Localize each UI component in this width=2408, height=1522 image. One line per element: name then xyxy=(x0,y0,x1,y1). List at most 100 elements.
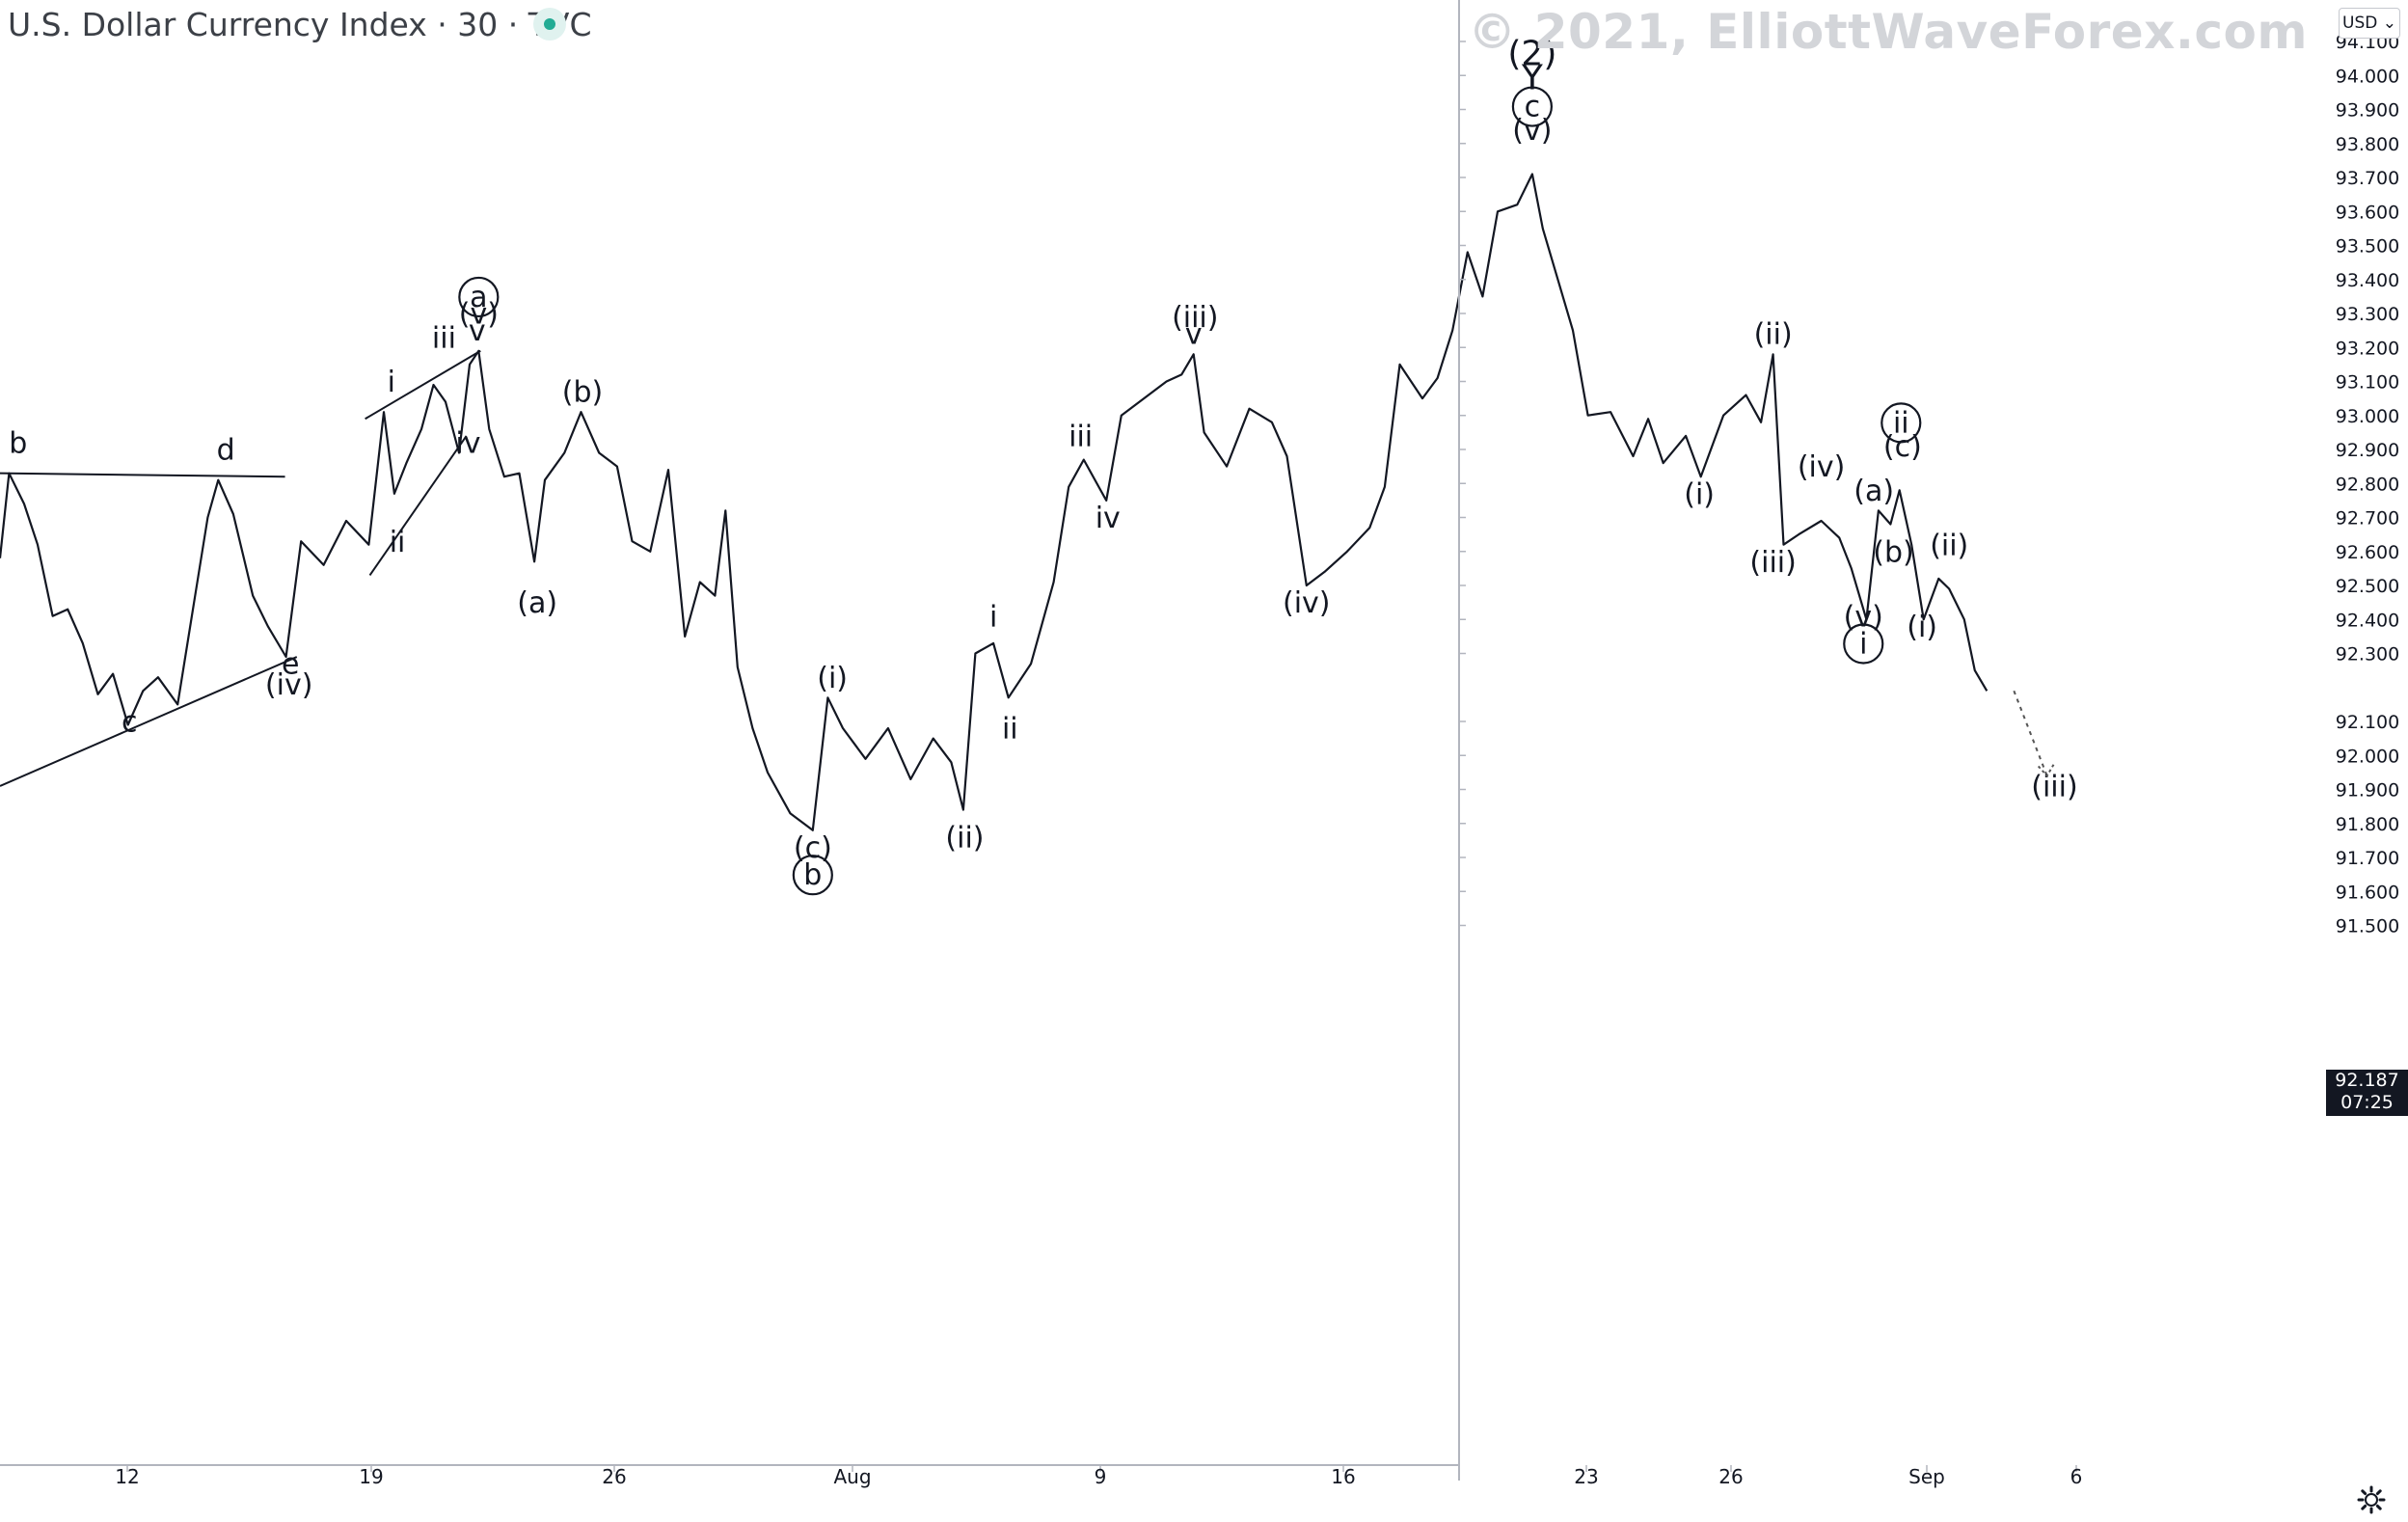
time-tick-label: 23 xyxy=(1574,1465,1598,1488)
status-dot-icon xyxy=(533,8,566,41)
wave-label: e xyxy=(282,648,299,682)
price-tick-label: 92.900 xyxy=(2336,440,2399,461)
price-tick-label: 91.800 xyxy=(2336,814,2399,835)
price-tick-label: 93.700 xyxy=(2336,168,2399,189)
price-tick-label: 93.100 xyxy=(2336,372,2399,394)
wave-labels: b dce(iv)iiiiiiivv(v)a(a)(b)(c)b(i)(ii)ii… xyxy=(9,35,2078,896)
symbol-title[interactable]: U.S. Dollar Currency Index · 30 · TVC xyxy=(8,6,592,43)
price-tick-label: 93.400 xyxy=(2336,270,2399,291)
price-tick-label: 92.100 xyxy=(2336,712,2399,733)
time-tick-label: 19 xyxy=(359,1465,383,1488)
trendline-4 xyxy=(368,435,468,576)
time-tick-label: 26 xyxy=(602,1465,626,1488)
wave-label: (v) xyxy=(1844,600,1883,634)
wave-label: (iii) xyxy=(1172,301,1218,335)
wave-label: ii xyxy=(1893,406,1909,440)
time-tick-label: Aug xyxy=(833,1465,871,1488)
wave-label-circle xyxy=(792,855,833,896)
wave-label: (iii) xyxy=(1749,546,1796,580)
price-axis[interactable]: 94.10094.00093.90093.80093.70093.60093.5… xyxy=(1458,0,2399,1481)
wave-label: i xyxy=(989,600,997,634)
wave-label: ii xyxy=(390,526,406,559)
wave-label-circle xyxy=(1843,623,1884,665)
price-series-line xyxy=(0,173,1989,831)
trendlines xyxy=(0,349,481,787)
time-tick-label: 9 xyxy=(1095,1465,1107,1488)
wave-label: (iv) xyxy=(265,668,313,702)
price-tick-label: 93.000 xyxy=(2336,406,2399,427)
time-tick-label: 6 xyxy=(2070,1465,2083,1488)
wave-label: iv xyxy=(1096,502,1121,535)
price-tick-label: 93.600 xyxy=(2336,202,2399,223)
price-tick-label: 92.300 xyxy=(2336,644,2399,666)
wave-label: (c) xyxy=(1883,430,1922,464)
price-tick-label: 91.900 xyxy=(2336,780,2399,802)
wave-label: (2) xyxy=(1507,35,1556,74)
projection-arrow xyxy=(2013,690,2048,776)
price-tick-label: 94.000 xyxy=(2336,66,2399,87)
wave-label: (a) xyxy=(517,586,557,620)
wave-label: (a) xyxy=(1853,475,1894,508)
wave-label: (b) xyxy=(1873,535,1913,569)
time-axis[interactable]: 12 19 26 Aug 9 16 23 26 Sep 6 xyxy=(0,1464,2083,1488)
currency-button[interactable]: USD ⌄ xyxy=(2339,8,2400,39)
price-tick-label: 92.500 xyxy=(2336,576,2399,597)
wave-label: b xyxy=(803,858,822,892)
wave-label: v xyxy=(1185,318,1203,352)
wave-label: (b) xyxy=(562,376,603,410)
wave-label: iii xyxy=(432,321,456,355)
price-tick-label: 91.600 xyxy=(2336,882,2399,903)
trendline-3 xyxy=(365,349,481,421)
wave-label: Y xyxy=(1521,58,1544,97)
wave-label: (v) xyxy=(459,298,499,332)
wave-label: c xyxy=(122,706,138,740)
wave-label: (v) xyxy=(1512,114,1552,148)
price-tick-label: 91.500 xyxy=(2336,916,2399,938)
wave-label: iii xyxy=(1069,420,1093,453)
wave-label: iv xyxy=(455,427,480,461)
wave-label: (ii) xyxy=(945,821,984,855)
price-tick-label: 92.400 xyxy=(2336,610,2399,631)
wave-label: (iii) xyxy=(2031,771,2077,804)
wave-label: a xyxy=(470,281,487,314)
wave-label: (i) xyxy=(1684,477,1715,511)
price-tick-label: 92.000 xyxy=(2336,746,2399,767)
trendline-2 xyxy=(0,656,298,787)
price-tick-label: 92.700 xyxy=(2336,508,2399,530)
time-tick-label: 16 xyxy=(1331,1465,1355,1488)
projection-arrow-head xyxy=(2037,763,2055,778)
price-tick-label: 93.800 xyxy=(2336,134,2399,155)
price-tick-label: 93.200 xyxy=(2336,338,2399,359)
wave-label: v xyxy=(469,314,486,348)
wave-label-circle xyxy=(458,276,500,318)
wave-label: (i) xyxy=(1907,611,1937,644)
wave-label-circle xyxy=(1880,402,1922,444)
wave-label-circle xyxy=(1511,86,1553,127)
trendline-1 xyxy=(0,472,285,478)
time-tick-label: Sep xyxy=(1908,1465,1945,1488)
price-tick-label: 92.600 xyxy=(2336,542,2399,563)
wave-label: ii xyxy=(1002,713,1018,747)
wave-label: (ii) xyxy=(1754,318,1793,352)
price-tick-label: 91.700 xyxy=(2336,848,2399,869)
wave-label: i xyxy=(388,366,395,399)
wave-label: (iv) xyxy=(1798,450,1846,484)
wave-label: (i) xyxy=(817,662,848,695)
price-tick-label: 93.500 xyxy=(2336,236,2399,258)
wave-label: (iv) xyxy=(1283,586,1331,620)
wave-label: b xyxy=(9,427,27,461)
wave-label: d xyxy=(217,434,235,468)
last-price-value: 92.187 xyxy=(2335,1070,2399,1091)
watermark: © 2021, ElliottWaveForex.com xyxy=(1468,4,2308,60)
price-tick-label: 93.900 xyxy=(2336,100,2399,122)
price-tick-label: 92.800 xyxy=(2336,474,2399,495)
settings-icon[interactable] xyxy=(2357,1485,2386,1514)
last-price-tag: 92.187 07:25 xyxy=(2326,1070,2408,1116)
wave-label: (ii) xyxy=(1930,529,1968,562)
price-tick-label: 93.300 xyxy=(2336,304,2399,325)
bar-countdown: 07:25 xyxy=(2340,1092,2394,1113)
time-tick-label: 26 xyxy=(1718,1465,1743,1488)
wave-label: c xyxy=(1525,91,1541,124)
time-tick-label: 12 xyxy=(115,1465,139,1488)
